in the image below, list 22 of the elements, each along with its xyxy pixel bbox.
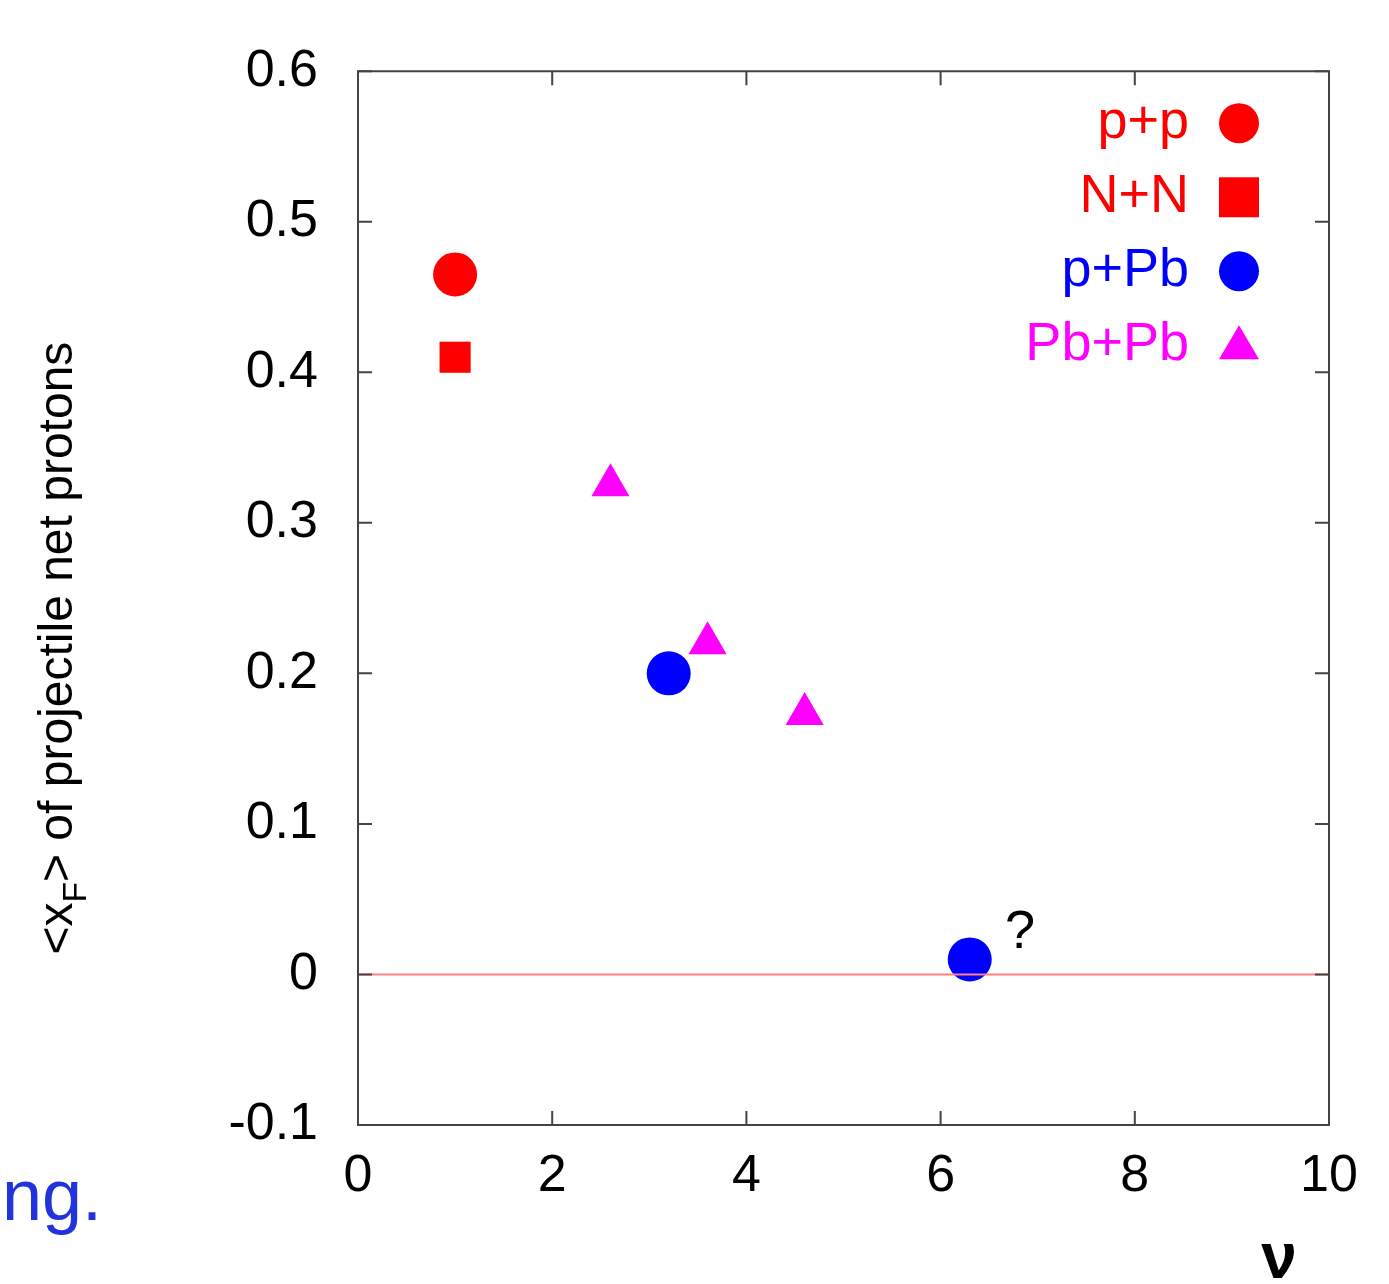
annotation: ? [1005,899,1036,959]
y-tick-label: 0.1 [245,791,318,850]
legend-label: N+N [1079,163,1189,224]
y-tick-label: 0.2 [245,640,318,699]
x-tick-label: 4 [731,1143,761,1202]
x-tick-label: 2 [537,1143,567,1202]
legend-label: p+p [1097,89,1189,150]
y-tick-label: -0.1 [228,1092,318,1151]
y-tick-label: 0.3 [245,490,318,549]
y-tick-label: 0.5 [245,189,318,248]
x-axis-title: ν [1261,1220,1297,1284]
x-tick-label: 8 [1120,1143,1150,1202]
y-axis-title: <xF> of projectile net protons [29,341,94,955]
x-tick-label: 10 [1300,1143,1358,1202]
y-tick-label: 0.6 [245,38,318,97]
x-tick-label: 0 [343,1143,373,1202]
legend-label: p+Pb [1061,237,1189,298]
x-tick-label: 6 [926,1143,956,1202]
legend-label: Pb+Pb [1025,311,1189,372]
y-tick-label: 0 [289,941,318,1000]
text: ng. [2,1155,103,1235]
y-tick-label: 0.4 [245,339,318,398]
